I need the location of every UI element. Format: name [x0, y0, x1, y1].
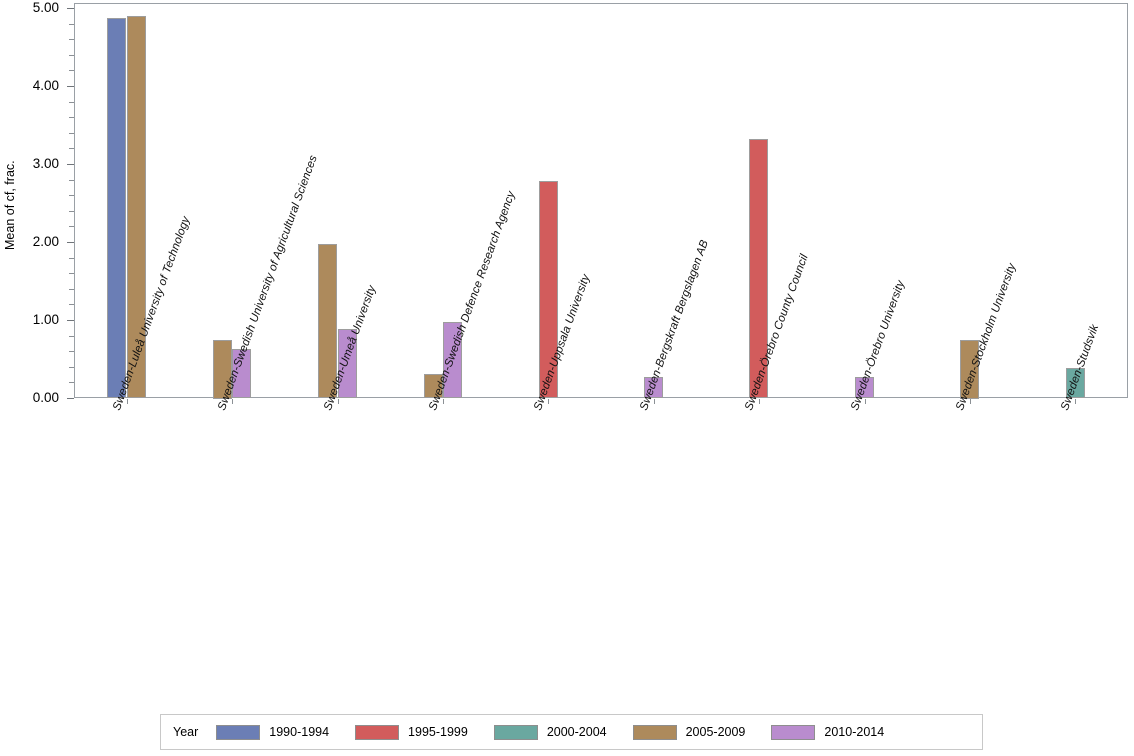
legend-entry-label: 2000-2004	[546, 725, 607, 739]
y-axis-minor-tick	[69, 23, 74, 25]
y-axis-minor-tick	[69, 226, 74, 228]
plot-area	[74, 3, 1128, 398]
y-axis-tick-label: 4.00	[32, 78, 59, 93]
y-axis-minor-tick	[69, 148, 74, 150]
x-axis-tick	[865, 399, 866, 404]
y-axis-minor-tick	[69, 366, 74, 368]
legend-entry-label: 2005-2009	[685, 725, 746, 739]
y-axis-minor-tick	[69, 70, 74, 72]
bar	[539, 181, 558, 398]
y-axis-minor-tick	[69, 304, 74, 306]
bar	[107, 18, 126, 398]
y-axis-major-tick	[67, 86, 74, 87]
y-axis-major-tick	[67, 398, 74, 399]
legend-entry[interactable]: 1990-1994	[216, 724, 330, 740]
y-axis-major-tick	[67, 8, 74, 9]
y-axis-minor-tick	[69, 273, 74, 275]
x-axis-tick	[443, 399, 444, 404]
legend-entry-label: 1990-1994	[269, 725, 330, 739]
legend-entry[interactable]: 2005-2009	[632, 724, 746, 740]
bar	[318, 244, 337, 398]
bar	[424, 374, 443, 398]
bar	[232, 349, 251, 398]
y-axis-minor-tick	[69, 335, 74, 337]
y-axis-major-tick	[67, 242, 74, 243]
bar	[338, 329, 357, 398]
y-axis-minor-tick	[69, 288, 74, 290]
y-axis-tick-label: 0.00	[32, 390, 59, 405]
x-axis-tick	[548, 399, 549, 404]
y-axis-minor-tick	[69, 257, 74, 259]
y-axis-tick-label: 3.00	[32, 156, 59, 171]
y-axis-tick-label: 1.00	[32, 312, 59, 327]
x-axis-tick	[127, 399, 128, 404]
y-axis-minor-tick	[69, 179, 74, 181]
y-axis-minor-tick	[69, 39, 74, 41]
bar	[443, 322, 462, 398]
y-axis-spine	[74, 3, 75, 398]
bar	[960, 340, 979, 399]
y-axis-major-tick	[67, 164, 74, 165]
x-axis-tick	[232, 399, 233, 404]
x-axis-tick	[1075, 399, 1076, 404]
legend-entry[interactable]: 2010-2014	[771, 724, 885, 740]
x-axis-tick	[970, 399, 971, 404]
x-axis-tick	[338, 399, 339, 404]
legend-title: Year	[173, 725, 199, 739]
bar	[644, 377, 663, 398]
legend-color-swatch	[771, 724, 816, 740]
y-axis-minor-tick	[69, 195, 74, 197]
y-axis-minor-tick	[69, 210, 74, 212]
legend-entry[interactable]: 1995-1999	[355, 724, 468, 740]
legend-color-swatch	[493, 724, 538, 740]
legend-color-swatch	[216, 724, 261, 740]
x-axis-tick	[654, 399, 655, 404]
y-axis-minor-tick	[69, 132, 74, 134]
y-axis-minor-tick	[69, 117, 74, 119]
y-axis-tick-label: 5.00	[32, 0, 59, 15]
bar	[213, 340, 232, 399]
y-axis-minor-tick	[69, 54, 74, 56]
y-axis-minor-tick	[69, 101, 74, 103]
x-axis-tick	[759, 399, 760, 404]
chart-legend: Year 1990-1994 1995-1999 2000-2004 2005-200…	[160, 714, 983, 750]
bar	[855, 377, 874, 398]
bar	[1066, 368, 1085, 398]
legend-entry-label: 2010-2014	[824, 725, 885, 739]
y-axis-tick-label: 2.00	[32, 234, 59, 249]
y-axis-minor-tick	[69, 351, 74, 353]
legend-entry[interactable]: 2000-2004	[493, 724, 607, 740]
y-axis-major-tick	[67, 320, 74, 321]
bar	[749, 139, 768, 398]
legend-entry-label: 1995-1999	[408, 725, 468, 739]
y-axis-minor-tick	[69, 382, 74, 384]
legend-color-swatch	[355, 724, 400, 740]
legend-color-swatch	[632, 724, 677, 740]
bar	[127, 16, 146, 398]
y-axis-title: Mean of cf, frac.	[3, 160, 17, 250]
